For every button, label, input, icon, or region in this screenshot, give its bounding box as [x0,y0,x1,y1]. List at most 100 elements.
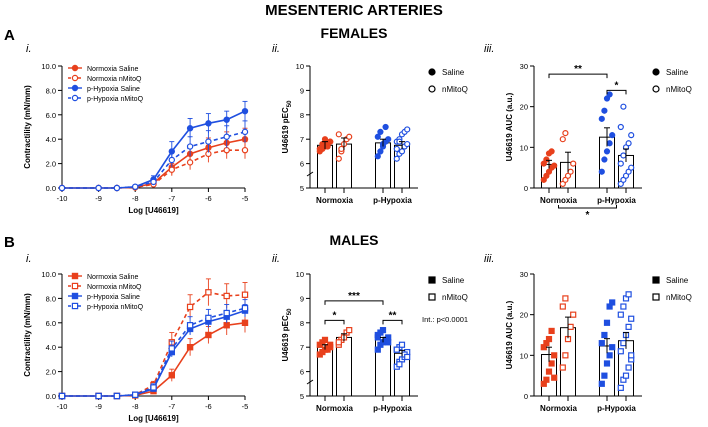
chart-a-iii-sig-label: ** [574,64,582,75]
chart-a-i-data-point [241,107,249,115]
chart-a-i-data-point [223,146,230,154]
chart-b-iii-data-point [551,352,558,359]
chart-a-iii-data-point [559,136,566,143]
chart-b-iii-data-point [545,335,553,343]
chart-b-iii-y-label: U46619 AUC (a.u.) [505,300,514,369]
chart-b-i-y-tick-label: 8.0 [46,294,56,303]
chart-b-ii-data-point [393,346,400,353]
chart-a-iii-data-point [598,168,605,175]
chart-b-ii-panel-number: ii. [272,253,280,265]
chart-a-ii-panel-number: ii. [272,43,280,55]
chart-b-iii-data-point [570,311,577,318]
chart-b-iii-data-point [562,295,569,302]
chart-b-iii-data-point [551,374,558,381]
chart-b-iii-data-point [606,352,613,359]
chart-b-i-x-tick-label: -8 [132,402,139,411]
chart-a-iii-data-point [609,132,616,139]
chart-b-i-legend-label: Normoxia nMitoQ [87,284,142,291]
chart-b-iii-y-tick-label: 0 [524,392,528,401]
chart-b-iii-legend-label: nMitoQ [666,293,692,302]
chart-a-i-x-tick-label: -6 [205,194,212,203]
chart-a-ii-legend-label: Saline [442,68,465,77]
chart-b-ii-data-point [335,339,342,346]
chart-b-iii-data-point [625,291,632,298]
chart-b-i-legend-marker [71,302,79,310]
chart-b-ii-sig-bracket [382,319,403,325]
chart-b-iii-data-point [559,303,566,310]
chart-b-ii-legend-marker [428,293,436,301]
chart-b-i-data-point [113,392,121,400]
chart-b-ii-data-point [398,341,406,348]
chart-a-ii-data-point [335,131,342,138]
chart-b-ii-data-point [327,341,334,348]
chart-a-ii-y-tick-label: 9 [300,86,304,95]
chart-b-i-data-point [241,319,249,327]
chart-a-ii-y-label: U46619 pEC50 [281,100,293,154]
chart-a-i-legend-label: Normoxia Saline [87,66,138,73]
chart-a-iii-data-point [628,164,635,171]
chart-a-iii-group-label: p-Hypoxia [597,196,636,205]
chart-b-i-y-tick-label: 10.0 [41,270,56,279]
chart-a-ii-data-point [321,136,329,143]
chart-a-i-data-point [205,138,212,145]
chart-b-i-legend-marker [71,282,79,290]
chart-a-ii-y-tick-label: 6 [300,160,304,169]
chart-b-i-x-tick-label: -5 [242,402,249,411]
chart-a-ii-data-point [374,153,381,160]
chart-b-iii-legend-marker [652,293,660,301]
chart-a-i-data-point [113,184,121,192]
chart-b-iii-data-point [609,344,616,351]
chart-b-i-data-point [223,292,230,300]
chart-a-iii-data-point [598,115,605,122]
chart-a-ii-data-point [404,126,411,133]
chart-b-i-panel-number: i. [26,253,32,265]
chart-a-ii-y-label-subscript: 50 [287,100,293,107]
chart-a-ii-data-point [338,145,345,153]
chart-b-i-series-line [62,307,246,397]
panel-letter-b: B [4,234,15,251]
chart-b-iii-data-point [603,360,611,367]
chart-b-ii-y-tick-label: 8 [300,319,304,328]
chart-b-i-data-point [223,309,230,317]
chart-b-ii-data-point [379,327,387,334]
chart-b-ii-y-label: U46619 pEC50 [281,308,293,362]
chart-a-iii-sig-bracket [548,73,608,79]
chart-a-ii-data-point [385,136,392,143]
chart-a-iii-data-point [620,103,627,110]
chart-b-iii-legend-marker [652,276,660,284]
chart-a-ii-data-point [377,148,384,155]
chart-b-ii-group-label: Normoxia [316,404,353,413]
chart-b-ii-y-tick-label: 5 [300,392,304,401]
chart-b-i-x-tick-label: -6 [205,402,212,411]
chart-a-ii-y-tick-label: 7 [300,135,304,144]
chart-b-i-data-point [150,384,157,391]
chart-a-i-data-point [205,120,212,127]
chart-a-ii-y-tick-label: 8 [300,111,304,120]
chart-a-iii-sig-bracket [606,89,627,95]
chart-b-iii-data-point [548,360,555,367]
chart-a-iii-data-point [548,148,555,155]
chart-b-ii-y-tick-label: 10 [296,270,304,279]
chart-a-i-legend-marker [71,84,79,92]
chart-b-i-legend-label: p-Hypoxia nMitoQ [87,304,144,311]
chart-a-ii-group-label: Normoxia [316,196,353,205]
chart-a-iii-y-label: U46619 AUC (a.u.) [505,92,514,161]
chart-b-i-x-tick-label: -7 [168,402,175,411]
chart-a-iii-y-tick-label: 10 [520,143,528,152]
chart-b-iii-data-point [601,372,608,379]
chart-a-ii-bar [375,142,391,189]
chart-a-ii-data-point [324,143,331,150]
chart-b-i-data-point [241,304,249,312]
chart-b-i-data-point [186,303,194,311]
chart-a-ii-data-point [377,128,384,135]
chart-a-i-data-point [241,146,249,154]
chart-b-i-legend-label: p-Hypoxia Saline [87,294,140,301]
chart-b-ii-data-point [374,334,381,341]
chart-b-ii-legend-marker [428,276,436,284]
chart-a-ii-data-point [393,155,400,162]
chart-b-iii-data-point [543,376,550,383]
chart-a-i-legend-marker [71,94,79,102]
chart-a-ii-data-point [382,123,389,131]
chart-a-iii-y-tick-label: 20 [520,103,528,112]
